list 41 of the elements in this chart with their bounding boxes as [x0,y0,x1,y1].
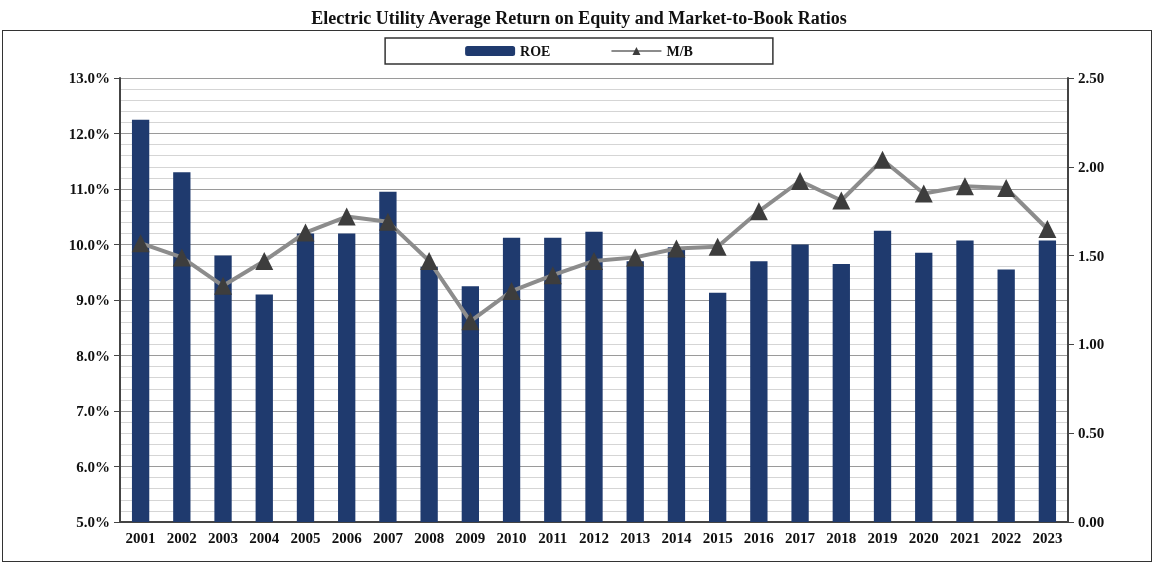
x-tick-label: 2021 [949,529,980,546]
x-tick-label: 2007 [372,529,404,546]
x-tick-label: 2008 [414,529,445,546]
x-tick-label: 2001 [125,529,156,546]
y-tick-label: 11.0% [69,181,110,197]
y-tick-label: 13.0% [68,70,110,86]
x-tick-label: 2016 [743,529,775,546]
x-tick-label: 2019 [867,529,898,546]
chart-title: Electric Utility Average Return on Equity and Market-to-Book Ratios [311,8,847,28]
y-tick-label: 5.0% [76,514,110,530]
y-tick-label: 10.0% [68,236,110,253]
y-tick-label: 7.0% [76,403,110,419]
y2-tick-label: 1.00 [1078,336,1105,353]
x-tick-label: 2018 [826,529,857,546]
y2-tick-label: 2.50 [1078,70,1105,86]
y-tick-label: 6.0% [76,458,110,475]
x-tick-label: 2015 [702,529,733,546]
y-tick-label: 12.0% [68,125,110,142]
x-tick-label: 2005 [290,529,321,546]
y-tick-label: 9.0% [76,292,110,308]
x-tick-label: 2014 [661,529,692,546]
x-tick-label: 2020 [908,529,939,546]
y2-tick-label: 0.00 [1078,514,1105,530]
legend-label: M/B [666,43,693,59]
x-tick-label: 2012 [579,529,609,546]
y2-tick-label: 1.50 [1078,247,1105,264]
x-tick-label: 2006 [331,529,363,546]
x-tick-label: 2013 [620,529,651,546]
y-tick-label: 8.0% [76,347,110,364]
x-tick-label: 2009 [455,529,486,546]
x-tick-label: 2002 [166,529,197,546]
x-tick-label: 2010 [496,529,527,546]
legend-label: ROE [520,43,551,59]
x-tick-label: 2011 [538,529,568,546]
y2-tick-label: 0.50 [1078,425,1105,442]
x-tick-label: 2003 [208,529,239,546]
x-tick-label: 2004 [249,529,280,546]
x-tick-label: 2022 [991,529,1022,546]
x-tick-label: 2023 [1032,529,1063,546]
x-tick-label: 2017 [785,529,816,546]
y2-tick-label: 2.00 [1078,158,1105,175]
